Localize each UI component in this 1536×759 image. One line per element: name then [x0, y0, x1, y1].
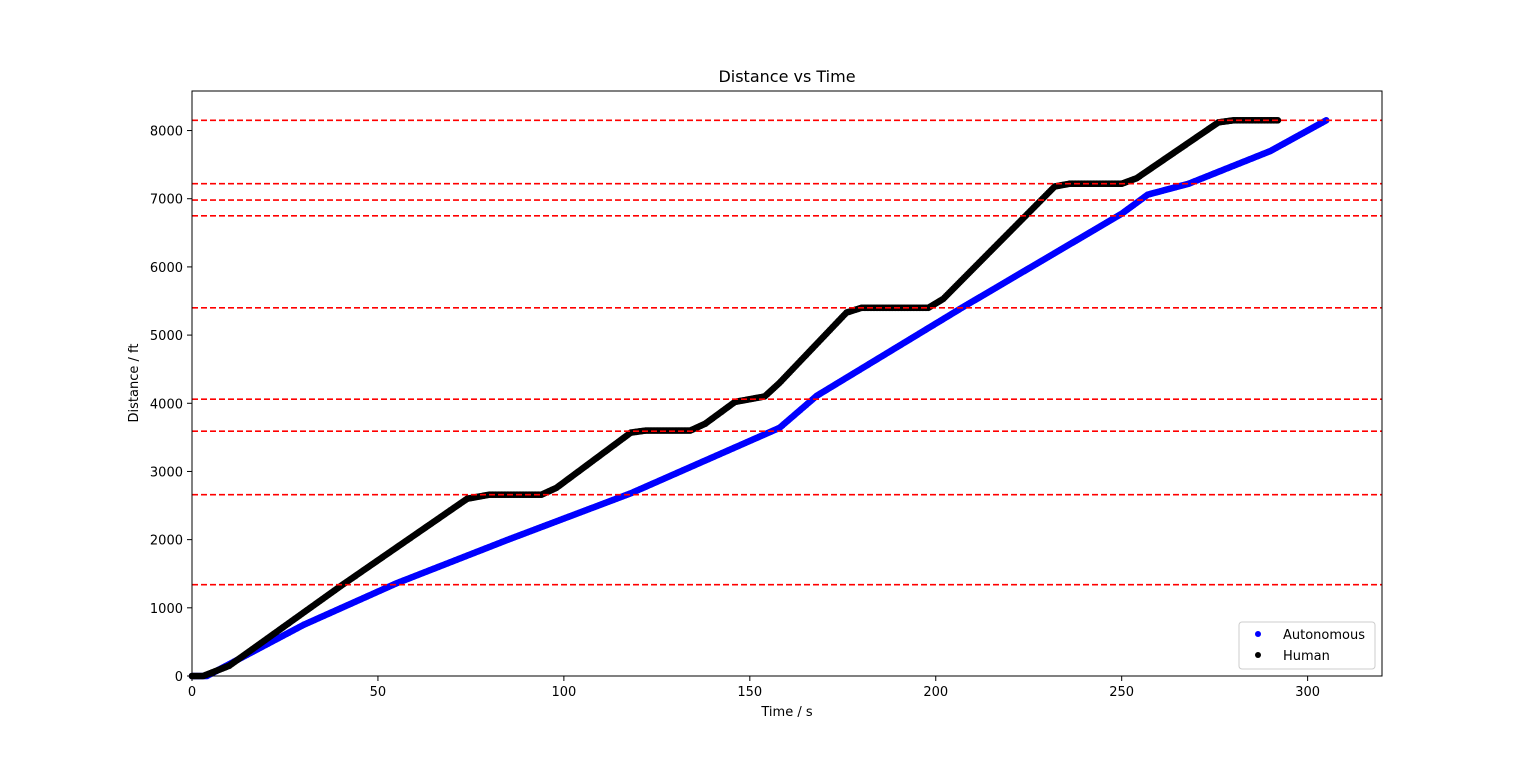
x-tick-label: 250: [1109, 685, 1134, 700]
y-tick-label: 5000: [150, 329, 183, 344]
series-human: [188, 117, 1282, 680]
axes-frame: [191, 90, 1383, 677]
reference-lines: [192, 119, 1382, 586]
x-tick-label: 200: [923, 685, 948, 700]
legend-marker: [1255, 652, 1261, 658]
x-tick-label: 150: [737, 685, 762, 700]
x-tick-label: 0: [188, 685, 196, 700]
y-tick-label: 7000: [150, 193, 183, 208]
y-tick-label: 1000: [150, 602, 183, 617]
y-tick-label: 0: [175, 670, 183, 685]
x-tick-label: 300: [1295, 685, 1320, 700]
y-tick-label: 4000: [150, 397, 183, 412]
legend-entry-autonomous: Autonomous: [1255, 628, 1365, 643]
x-tick-label: 50: [370, 685, 387, 700]
chart-legend: Autonomous Human: [1238, 621, 1376, 670]
legend-entry-human: Human: [1255, 649, 1330, 664]
y-tick-label: 2000: [150, 534, 183, 549]
y-axis-label: Distance / ft: [127, 344, 142, 423]
legend-label: Human: [1283, 649, 1330, 664]
legend-marker: [1255, 631, 1261, 637]
x-tick-label: 100: [551, 685, 576, 700]
y-tick-label: 8000: [150, 125, 183, 140]
chart-title: Distance vs Time: [718, 67, 855, 86]
legend-frame: [1238, 621, 1376, 670]
x-axis-label: Time / s: [760, 705, 812, 720]
y-tick-label: 6000: [150, 261, 183, 276]
y-tick-label: 3000: [150, 465, 183, 480]
plot-area: [192, 91, 1382, 676]
legend-label: Autonomous: [1283, 628, 1365, 643]
